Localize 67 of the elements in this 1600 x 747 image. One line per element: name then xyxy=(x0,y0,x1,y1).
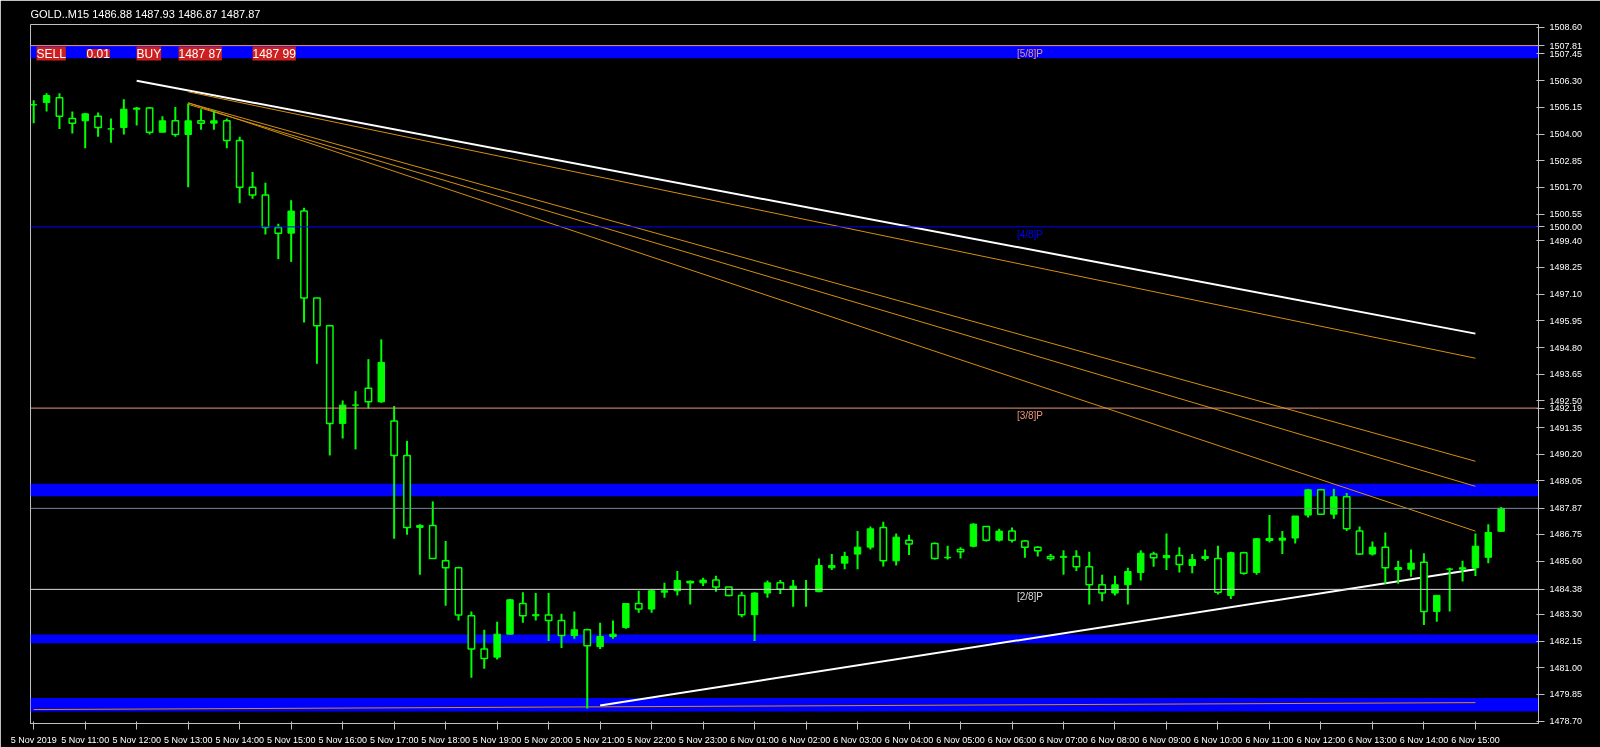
y-tick-label: 1500.00 xyxy=(1549,221,1583,232)
x-tick-label: 5 Nov 22:00 xyxy=(627,734,676,745)
ref-line-label: [2/8]P xyxy=(1016,591,1044,603)
y-tick-label: 1494.80 xyxy=(1549,342,1583,353)
y-tick-label: 1490.20 xyxy=(1549,449,1583,460)
x-tick-label: 6 Nov 03:00 xyxy=(833,734,882,745)
ref-line-label: [5/8]P xyxy=(1016,47,1044,59)
y-tick-label: 1491.35 xyxy=(1549,422,1583,433)
y-tick-label: 1501.70 xyxy=(1549,182,1583,193)
y-tick-label: 1485.60 xyxy=(1549,556,1583,567)
y-tick-label: 1505.15 xyxy=(1549,102,1583,113)
y-tick-label: 1506.30 xyxy=(1549,75,1583,86)
y-tick-label: 1504.00 xyxy=(1549,129,1583,140)
x-tick-label: 5 Nov 17:00 xyxy=(369,734,419,745)
x-tick-label: 6 Nov 06:00 xyxy=(987,734,1037,745)
x-tick-label: 5 Nov 14:00 xyxy=(215,734,264,745)
x-tick-label: 6 Nov 14:00 xyxy=(1399,734,1449,745)
y-tick-label: 1484.38 xyxy=(1549,584,1583,595)
y-tick-label: 1493.65 xyxy=(1549,369,1583,380)
x-tick-label: 5 Nov 18:00 xyxy=(421,734,470,745)
x-tick-label: 5 Nov 15:00 xyxy=(266,734,316,745)
x-tick-label: 6 Nov 12:00 xyxy=(1296,734,1346,745)
x-tick-label: 5 Nov 13:00 xyxy=(163,734,213,745)
x-tick-label: 6 Nov 05:00 xyxy=(936,734,985,745)
x-tick-label: 5 Nov 19:00 xyxy=(472,734,522,745)
x-tick-label: 6 Nov 07:00 xyxy=(1039,734,1088,745)
y-tick-label: 1487.87 xyxy=(1549,503,1583,514)
y-tick-label: 1508.60 xyxy=(1549,22,1583,33)
y-tick-label: 1479.85 xyxy=(1549,689,1583,700)
x-tick-label: 5 Nov 21:00 xyxy=(575,734,625,745)
x-tick-label: 6 Nov 15:00 xyxy=(1451,734,1500,745)
annotation: SELL xyxy=(36,46,67,61)
x-tick-label: 6 Nov 09:00 xyxy=(1142,734,1191,745)
annotation: BUY xyxy=(136,46,162,61)
x-tick-label: 5 Nov 16:00 xyxy=(318,734,367,745)
x-tick-label: 6 Nov 11:00 xyxy=(1245,734,1294,745)
ref-line-label: [3/8]P xyxy=(1016,410,1044,422)
x-tick-label: 6 Nov 13:00 xyxy=(1348,734,1397,745)
chart-title: GOLD..M15 1486.88 1487.93 1486.87 1487.87 xyxy=(30,7,261,20)
y-tick-label: 1481.00 xyxy=(1549,662,1583,673)
y-tick-label: 1500.55 xyxy=(1549,209,1583,220)
y-tick-label: 1507.81 xyxy=(1549,40,1583,51)
x-tick-label: 6 Nov 04:00 xyxy=(884,734,934,745)
y-tick-label: 1507.45 xyxy=(1549,48,1583,59)
y-tick-label: 1489.05 xyxy=(1549,475,1583,486)
y-tick-label: 1495.95 xyxy=(1549,315,1583,326)
x-tick-label: 5 Nov 23:00 xyxy=(678,734,728,745)
y-tick-label: 1502.85 xyxy=(1549,155,1583,166)
annotation: 0.01 xyxy=(86,47,111,61)
x-tick-label: 5 Nov 20:00 xyxy=(524,734,573,745)
x-tick-label: 6 Nov 08:00 xyxy=(1090,734,1140,745)
x-tick-label: 6 Nov 02:00 xyxy=(781,734,831,745)
ref-line-label: [4/8]P xyxy=(1016,228,1044,240)
x-tick-label: 6 Nov 10:00 xyxy=(1193,734,1243,745)
x-tick-label: 5 Nov 12:00 xyxy=(112,734,161,745)
y-tick-label: 1486.75 xyxy=(1549,529,1583,540)
x-tick-label: 5 Nov 2019 xyxy=(10,734,57,745)
x-tick-label: 6 Nov 01:00 xyxy=(730,734,779,745)
annotation: 1487 99 xyxy=(252,46,297,61)
x-tick-label: 5 Nov 11:00 xyxy=(61,734,110,745)
y-tick-label: 1483.30 xyxy=(1549,609,1583,620)
annotation: 1487 87 xyxy=(178,46,223,61)
y-tick-label: 1482.15 xyxy=(1549,636,1583,647)
y-tick-label: 1478.70 xyxy=(1549,716,1583,727)
y-tick-label: 1498.25 xyxy=(1549,262,1583,273)
y-tick-label: 1497.10 xyxy=(1549,289,1583,300)
y-tick-label: 1499.40 xyxy=(1549,235,1583,246)
